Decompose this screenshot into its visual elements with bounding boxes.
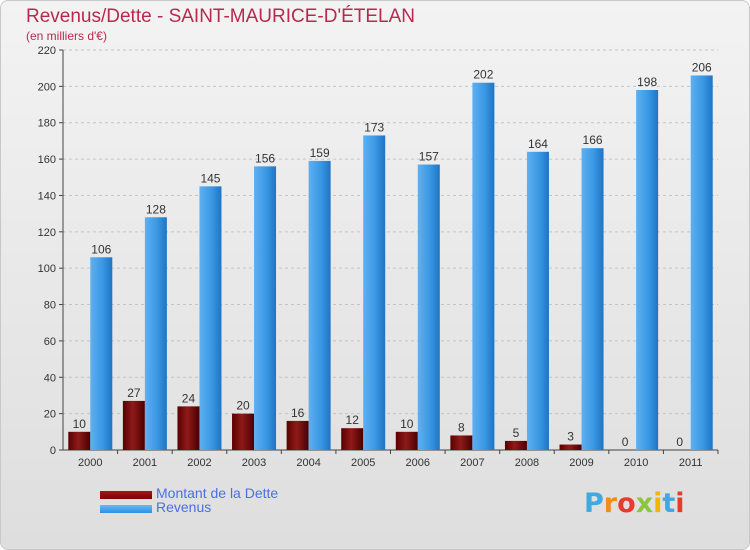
y-tick-label: 160 (38, 154, 56, 166)
y-tick-label: 200 (38, 81, 56, 93)
chart-title: Revenus/Dette - SAINT-MAURICE-D'ÉTELAN (26, 6, 415, 27)
y-tick-label: 100 (38, 263, 56, 275)
y-tick-label: 120 (38, 227, 56, 239)
x-tick-label: 2009 (569, 457, 593, 469)
data-label-revenus-2004: 159 (310, 146, 330, 160)
bar-revenus-2011 (690, 75, 713, 451)
y-tick-label: 40 (44, 372, 56, 384)
data-label-revenus-2006: 157 (419, 150, 439, 164)
data-label-revenus-2011: 206 (692, 60, 712, 74)
bar-revenus-2000 (90, 257, 113, 450)
bar-revenus-2005 (363, 135, 386, 451)
data-label-revenus-2001: 128 (146, 202, 166, 216)
x-tick-label: 2004 (296, 457, 320, 469)
bar-debt-2001 (122, 400, 145, 450)
y-tick-label: 180 (38, 118, 56, 130)
x-tick-label: 2007 (460, 457, 484, 469)
bar-revenus-2006 (417, 164, 440, 450)
y-tick-label: 80 (44, 300, 56, 312)
chart-subtitle: (en milliers d'€) (26, 29, 107, 43)
legend-label-debt: Montant de la Dette (156, 485, 279, 501)
y-tick-label: 140 (38, 190, 56, 202)
data-label-debt-2003: 20 (236, 399, 250, 413)
bar-debt-2003 (232, 413, 255, 450)
y-tick-label: 0 (50, 445, 56, 457)
bar-debt-2007 (450, 435, 473, 450)
legend-label-revenus: Revenus (156, 499, 212, 515)
x-tick-label: 2006 (406, 457, 430, 469)
legend-swatch-debt (100, 491, 152, 499)
data-label-revenus-2008: 164 (528, 137, 548, 151)
data-label-debt-2010: 0 (622, 435, 629, 449)
data-label-debt-2006: 10 (400, 417, 414, 431)
bar-debt-2006 (395, 431, 418, 450)
bar-revenus-2008 (526, 151, 549, 450)
bar-debt-2008 (504, 440, 527, 450)
x-tick-label: 2005 (351, 457, 375, 469)
y-tick-label: 220 (38, 45, 56, 57)
bar-revenus-2001 (144, 217, 167, 450)
legend-swatch-revenus (100, 505, 152, 513)
bar-revenus-2010 (636, 90, 659, 450)
data-label-revenus-2005: 173 (364, 120, 384, 134)
data-label-revenus-2000: 106 (91, 242, 111, 256)
data-label-revenus-2007: 202 (473, 68, 493, 82)
data-label-debt-2007: 8 (458, 420, 465, 434)
x-tick-label: 2010 (624, 457, 648, 469)
bar-debt-2005 (341, 428, 364, 450)
data-label-revenus-2009: 166 (583, 133, 603, 147)
x-tick-label: 2003 (242, 457, 266, 469)
bar-revenus-2007 (472, 82, 495, 451)
data-label-debt-2002: 24 (182, 391, 196, 405)
data-label-debt-2009: 3 (567, 430, 574, 444)
data-label-debt-2001: 27 (127, 386, 141, 400)
data-label-debt-2008: 5 (513, 426, 520, 440)
bar-debt-2004 (286, 420, 309, 450)
x-tick-label: 2008 (515, 457, 539, 469)
data-label-debt-2004: 16 (291, 406, 305, 420)
proxiti-logo: Proxiti (584, 488, 685, 519)
bar-debt-2009 (559, 444, 582, 450)
y-tick-label: 20 (44, 409, 56, 421)
x-tick-label: 2000 (78, 457, 102, 469)
bar-revenus-2009 (581, 148, 604, 450)
bar-debt-2002 (177, 406, 200, 450)
bar-debt-2000 (68, 431, 91, 450)
data-label-debt-2005: 12 (346, 413, 360, 427)
data-label-revenus-2003: 156 (255, 151, 275, 165)
data-label-revenus-2002: 145 (200, 171, 220, 185)
data-label-debt-2000: 10 (73, 417, 87, 431)
data-labels: 10 106 27 128 24 145 20 156 16 159 12 173 10 157 8 202 5… (73, 60, 712, 449)
x-tick-label: 2011 (679, 457, 703, 469)
x-tick-label: 2002 (187, 457, 211, 469)
data-label-revenus-2010: 198 (637, 75, 657, 89)
bar-revenus-2003 (254, 166, 277, 450)
bar-revenus-2004 (308, 160, 331, 450)
bars (68, 75, 713, 451)
data-label-debt-2011: 0 (676, 435, 683, 449)
y-tick-label: 60 (44, 336, 56, 348)
x-tick-label: 2001 (133, 457, 157, 469)
bar-revenus-2002 (199, 186, 222, 450)
